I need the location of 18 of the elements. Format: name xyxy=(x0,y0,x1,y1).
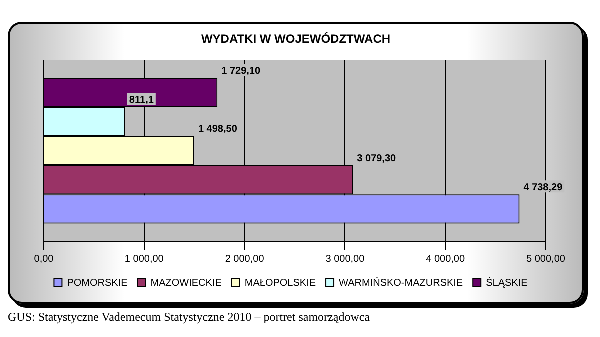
x-tick-label: 0,00 xyxy=(34,254,54,265)
legend-label: WARMIŃSKO-MAZURSKIE xyxy=(339,276,464,289)
x-tick-label: 4 000,00 xyxy=(426,254,466,265)
chart-title: WYDATKI W WOJEWÓDZTWACH xyxy=(200,32,392,46)
legend-label: ŚLĄSKIE xyxy=(486,276,528,289)
legend-label: MAZOWIECKIE xyxy=(150,278,222,289)
x-tick-label: 2 000,00 xyxy=(225,254,265,265)
x-tick-label: 3 000,00 xyxy=(326,254,366,265)
x-tick-label: 1 000,00 xyxy=(124,254,164,265)
data-label: 3 079,30 xyxy=(357,153,397,164)
x-tick-label: 5 000,00 xyxy=(526,254,566,265)
legend-label: MAŁOPOLSKIE xyxy=(244,278,316,289)
data-label: 811,1 xyxy=(129,95,154,106)
data-label: 4 738,29 xyxy=(524,182,564,194)
data-label: 1 498,50 xyxy=(198,124,238,136)
legend-label: POMORSKIE xyxy=(67,278,128,289)
text: GUS: Statystyczne Vademecum Statystyczne 2010 – portret samorządowca xyxy=(8,310,370,325)
data-label: 1 729,10 xyxy=(222,66,261,77)
